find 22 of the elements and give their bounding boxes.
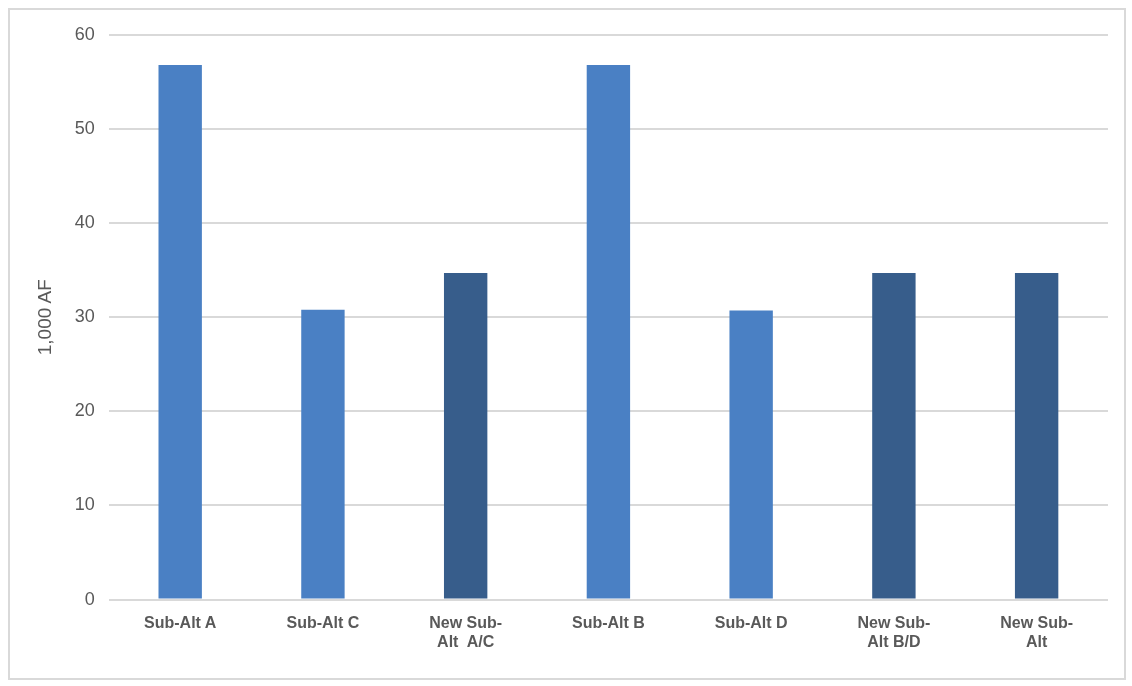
x-tick-label: Sub-Alt D [714,613,788,631]
bar [1014,272,1059,599]
x-tick-label: New Sub-Alt B/D [857,613,931,650]
x-tick-label: New Sub-Alt [1000,613,1074,650]
y-tick-label: 30 [74,306,95,327]
bar [158,64,202,599]
y-tick-label: 40 [74,212,95,233]
y-tick-label: 50 [74,117,95,138]
x-tick-label: Sub-Alt C [286,613,360,631]
x-tick-label: New Sub-Alt A/C [429,613,503,650]
y-tick-label: 60 [74,23,95,44]
y-axis-title: 1,000 AF [33,279,55,356]
bar [872,272,916,599]
bar [586,64,631,599]
x-tick-label: Sub-Alt B [571,613,645,631]
y-tick-label: 10 [74,494,95,515]
y-tick-label: 0 [84,588,95,609]
bar [443,272,488,599]
bar [301,309,345,599]
y-tick-label: 20 [74,400,95,421]
bar [729,310,773,599]
x-tick-label: Sub-Alt A [144,613,217,631]
